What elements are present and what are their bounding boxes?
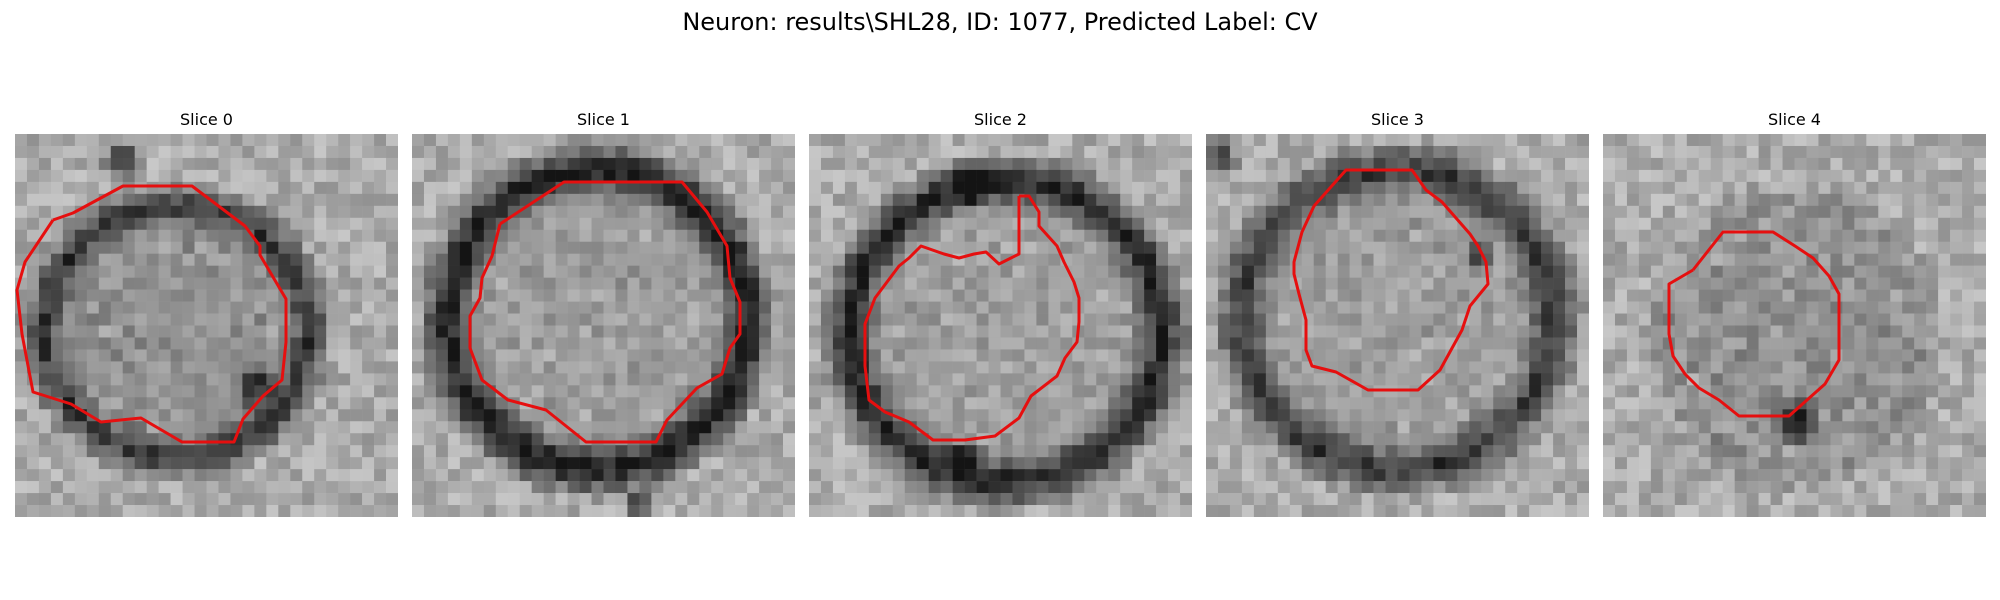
slice-title-1: Slice 1	[577, 110, 630, 129]
slice-panel-3: Slice 3	[1206, 110, 1589, 517]
neuron-outline	[15, 184, 288, 444]
slice-image-4	[1603, 134, 1986, 517]
neuron-outline	[468, 180, 742, 444]
figure-title: Neuron: results\SHL28, ID: 1077, Predict…	[682, 8, 1318, 36]
neuron-outline	[1292, 168, 1490, 392]
slice-title-2: Slice 2	[974, 110, 1027, 129]
slice-panel-1: Slice 1	[412, 110, 795, 517]
slice-image-0	[15, 134, 398, 517]
slice-image-2	[809, 134, 1192, 517]
slice-image-1	[412, 134, 795, 517]
neuron-outline	[863, 194, 1081, 442]
slice-title-4: Slice 4	[1768, 110, 1821, 129]
neuron-outline	[1667, 230, 1841, 418]
slice-title-0: Slice 0	[180, 110, 233, 129]
slice-panel-0: Slice 0	[15, 110, 398, 517]
slice-panel-2: Slice 2	[809, 110, 1192, 517]
slice-image-3	[1206, 134, 1589, 517]
slice-title-3: Slice 3	[1371, 110, 1424, 129]
slice-panel-4: Slice 4	[1603, 110, 1986, 517]
